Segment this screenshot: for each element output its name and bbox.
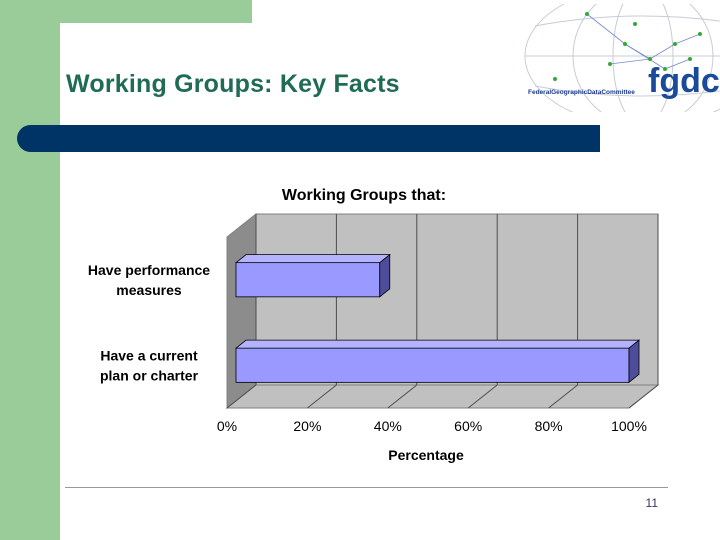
fgdc-logo: fgdc FederalGeographicDataCommittee [524, 4, 720, 112]
x-axis-label: Percentage [388, 447, 464, 463]
globe-icon [524, 4, 720, 112]
x-tick-label: 40% [374, 418, 402, 434]
slide-title: Working Groups: Key Facts [66, 70, 400, 98]
gridline-floor [307, 384, 337, 409]
plot-floor [225, 384, 660, 409]
gridline-floor [467, 384, 498, 409]
left-accent-strip [0, 0, 60, 540]
footer-divider [65, 487, 668, 488]
gridline-floor [387, 384, 418, 409]
bar-side [379, 253, 391, 298]
title-underline-bar [17, 125, 600, 152]
gridline-floor [628, 384, 659, 409]
x-tick-label: 80% [535, 418, 563, 434]
x-tick-label: 20% [293, 418, 321, 434]
gridline-floor [548, 384, 578, 409]
bar [235, 262, 381, 298]
chart-title: Working Groups that: [282, 187, 446, 204]
page-number: 11 [645, 496, 658, 510]
top-accent-strip [60, 0, 252, 23]
x-tick-label: 100% [611, 418, 647, 434]
y-category-label: Have performance [88, 262, 210, 278]
y-category-label: Have a current [100, 347, 198, 363]
bar [235, 347, 630, 383]
x-tick-label: 60% [454, 418, 482, 434]
bar-top [234, 339, 641, 349]
logo-wordmark: fgdc [648, 62, 720, 100]
y-category-label: measures [116, 282, 182, 298]
bar-side [628, 339, 640, 384]
y-category-label: plan or charter [100, 367, 199, 383]
x-tick-label: 0% [217, 418, 237, 434]
bar-top [234, 254, 391, 264]
logo-subtitle: FederalGeographicDataCommittee [528, 89, 635, 96]
gridline-floor [226, 384, 257, 409]
